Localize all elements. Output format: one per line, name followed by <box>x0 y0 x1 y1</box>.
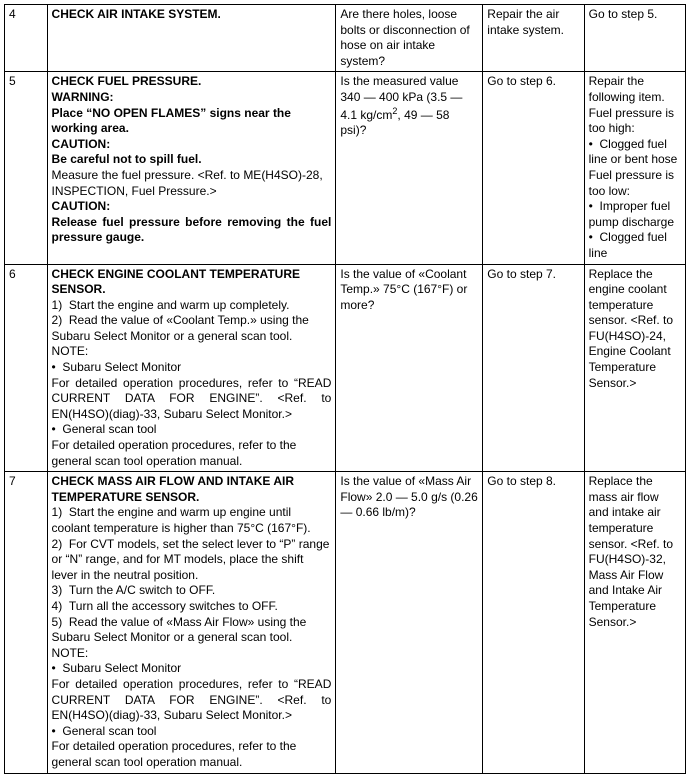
no-cell: Go to step 5. <box>584 5 685 72</box>
table-body: 4CHECK AIR INTAKE SYSTEM.Are there holes… <box>5 5 686 774</box>
step-number: 5 <box>5 72 48 264</box>
step-number: 7 <box>5 472 48 773</box>
step-cell: CHECK AIR INTAKE SYSTEM. <box>47 5 336 72</box>
step-cell: CHECK ENGINE COOLANT TEMPERATURE SENSOR.… <box>47 264 336 472</box>
no-cell: Replace the mass air flow and intake air… <box>584 472 685 773</box>
table-row: 4CHECK AIR INTAKE SYSTEM.Are there holes… <box>5 5 686 72</box>
table-row: 7CHECK MASS AIR FLOW AND INTAKE AIR TEMP… <box>5 472 686 773</box>
table-row: 5CHECK FUEL PRESSURE.WARNING:Place “NO O… <box>5 72 686 264</box>
step-title: CHECK ENGINE COOLANT TEMPERATURE SENSOR. <box>52 267 332 298</box>
no-cell: Replace the engine coolant temperature s… <box>584 264 685 472</box>
check-cell: Are there holes, loose bolts or disconne… <box>336 5 483 72</box>
step-cell: CHECK FUEL PRESSURE.WARNING:Place “NO OP… <box>47 72 336 264</box>
step-body: 1) Start the engine and warm up engine u… <box>52 505 332 770</box>
step-title: CHECK MASS AIR FLOW AND INTAKE AIR TEMPE… <box>52 474 332 505</box>
step-body: WARNING:Place “NO OPEN FLAMES” signs nea… <box>52 90 332 246</box>
no-cell: Repair the following item.Fuel pressure … <box>584 72 685 264</box>
yes-cell: Go to step 8. <box>483 472 584 773</box>
check-cell: Is the value of «Mass Air Flow» 2.0 — 5.… <box>336 472 483 773</box>
check-cell: Is the value of «Coolant Temp.» 75°C (16… <box>336 264 483 472</box>
table-row: 6CHECK ENGINE COOLANT TEMPERATURE SENSOR… <box>5 264 686 472</box>
step-number: 4 <box>5 5 48 72</box>
step-title: CHECK AIR INTAKE SYSTEM. <box>52 7 332 23</box>
step-title: CHECK FUEL PRESSURE. <box>52 74 332 90</box>
yes-cell: Go to step 7. <box>483 264 584 472</box>
step-body: 1) Start the engine and warm up complete… <box>52 298 332 470</box>
diagnostic-table: 4CHECK AIR INTAKE SYSTEM.Are there holes… <box>4 4 686 774</box>
step-cell: CHECK MASS AIR FLOW AND INTAKE AIR TEMPE… <box>47 472 336 773</box>
check-cell: Is the measured value 340 — 400 kPa (3.5… <box>336 72 483 264</box>
step-number: 6 <box>5 264 48 472</box>
yes-cell: Repair the air intake system. <box>483 5 584 72</box>
yes-cell: Go to step 6. <box>483 72 584 264</box>
